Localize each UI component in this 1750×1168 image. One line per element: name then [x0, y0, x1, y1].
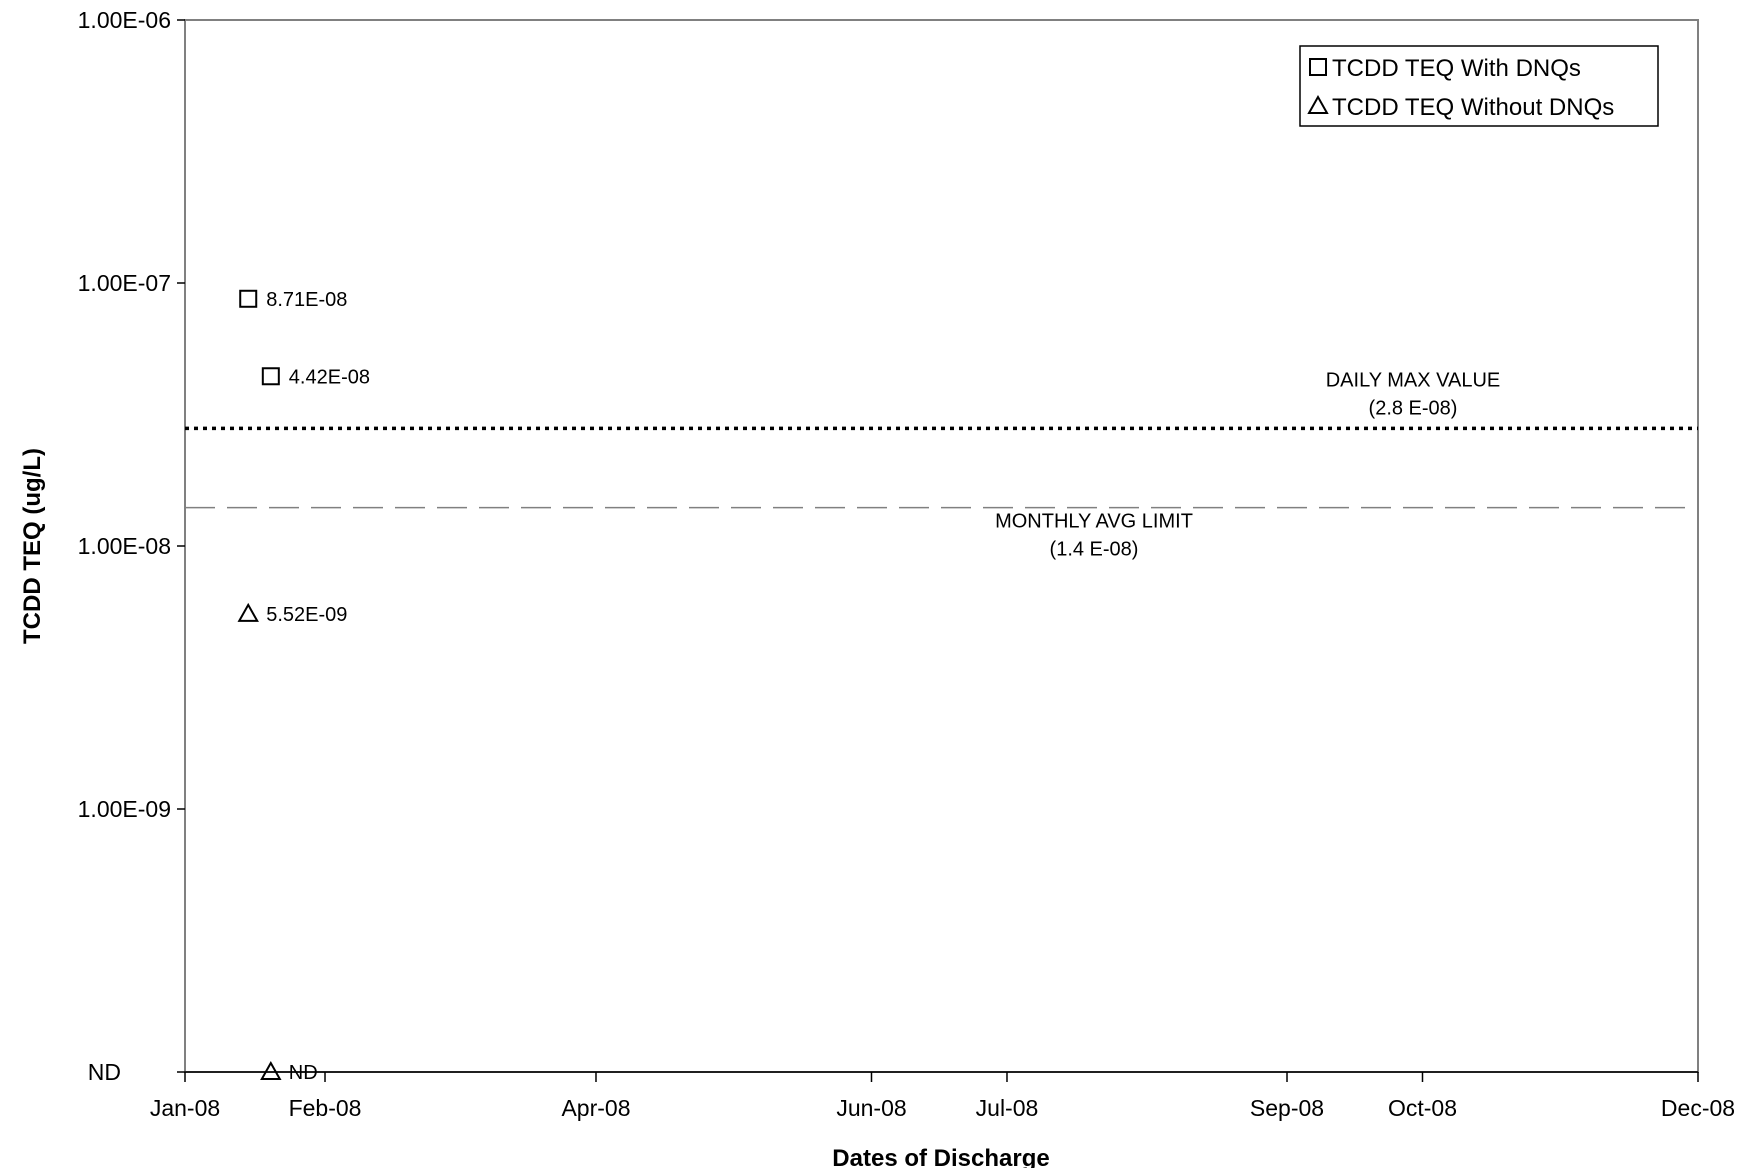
y-tick-label: 1.00E-08	[78, 533, 171, 559]
x-tick-label: Jun-08	[836, 1095, 906, 1121]
x-tick-label: Apr-08	[561, 1095, 630, 1121]
x-tick-label: Dec-08	[1661, 1095, 1735, 1121]
daily-max-label: DAILY MAX VALUE	[1326, 369, 1501, 391]
x-tick-label: Jan-08	[150, 1095, 220, 1121]
y-tick-label: 1.00E-06	[78, 7, 171, 33]
legend-entry-label: TCDD TEQ With DNQs	[1332, 55, 1581, 82]
monthly-avg-value-label: (1.4 E-08)	[1050, 539, 1139, 561]
y-tick-label: ND	[88, 1059, 121, 1085]
data-point-triangle	[260, 1060, 282, 1080]
y-tick-label: 1.00E-07	[78, 270, 171, 296]
y-tick-label: 1.00E-09	[78, 796, 171, 822]
plot-area	[184, 19, 1699, 1073]
daily-max-value-label: (2.8 E-08)	[1369, 397, 1458, 419]
x-tick-label: Sep-08	[1250, 1095, 1324, 1121]
legend: TCDD TEQ With DNQs TCDD TEQ Without DNQs	[1299, 45, 1659, 127]
data-point-triangle	[237, 602, 259, 622]
data-point-square	[239, 289, 258, 308]
legend-entry-label: TCDD TEQ Without DNQs	[1332, 94, 1614, 121]
y-axis-title: TCDD TEQ (ug/L)	[19, 448, 46, 644]
data-label: 8.71E-08	[266, 289, 347, 311]
x-tick-label: Feb-08	[289, 1095, 362, 1121]
x-axis-title: Dates of Discharge	[832, 1145, 1049, 1168]
legend-box	[1299, 45, 1659, 127]
data-label: 4.42E-08	[289, 366, 370, 388]
x-tick-label: Oct-08	[1388, 1095, 1457, 1121]
data-label: 5.52E-09	[266, 604, 347, 626]
x-tick-label: Jul-08	[976, 1095, 1039, 1121]
monthly-avg-label: MONTHLY AVG LIMIT	[995, 511, 1193, 533]
data-label: ND	[289, 1062, 318, 1084]
legend-marker-square	[1309, 58, 1327, 76]
data-point-square	[261, 367, 280, 386]
legend-marker-triangle	[1307, 94, 1329, 114]
